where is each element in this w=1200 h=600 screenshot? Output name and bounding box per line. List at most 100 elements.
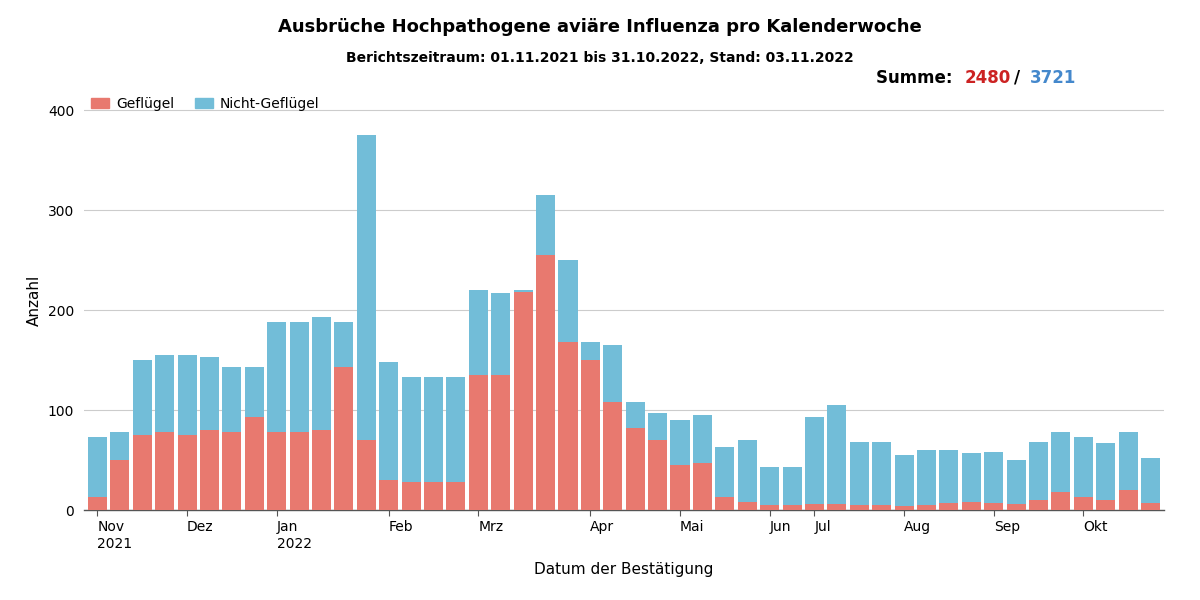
- Bar: [1097, 443, 1115, 500]
- Bar: [1074, 437, 1093, 497]
- Text: /: /: [1014, 69, 1020, 87]
- Bar: [961, 502, 980, 510]
- Bar: [894, 455, 913, 506]
- Bar: [133, 360, 151, 435]
- Bar: [88, 497, 107, 510]
- Bar: [782, 505, 802, 510]
- Bar: [625, 402, 644, 428]
- Bar: [491, 375, 510, 510]
- Bar: [222, 432, 241, 510]
- Y-axis label: Anzahl: Anzahl: [28, 274, 42, 326]
- Bar: [872, 505, 892, 510]
- Bar: [356, 135, 376, 440]
- Bar: [1118, 490, 1138, 510]
- Bar: [581, 342, 600, 360]
- Bar: [917, 505, 936, 510]
- Bar: [805, 417, 824, 504]
- Bar: [827, 504, 846, 510]
- Bar: [894, 506, 913, 510]
- Bar: [692, 463, 712, 510]
- Bar: [1074, 497, 1093, 510]
- Bar: [850, 442, 869, 505]
- Bar: [940, 450, 959, 503]
- Bar: [760, 505, 779, 510]
- Bar: [200, 430, 220, 510]
- Text: 2480: 2480: [965, 69, 1012, 87]
- Bar: [715, 497, 734, 510]
- Bar: [581, 360, 600, 510]
- Bar: [178, 355, 197, 435]
- Bar: [648, 413, 667, 440]
- Bar: [917, 450, 936, 505]
- Bar: [289, 432, 308, 510]
- Bar: [155, 355, 174, 432]
- Bar: [1030, 442, 1048, 500]
- Bar: [604, 345, 623, 402]
- Bar: [491, 293, 510, 375]
- Bar: [984, 452, 1003, 503]
- Bar: [88, 437, 107, 497]
- Bar: [402, 482, 421, 510]
- Bar: [760, 467, 779, 505]
- Bar: [850, 505, 869, 510]
- Legend: Geflügel, Nicht-Geflügel: Geflügel, Nicht-Geflügel: [91, 97, 319, 111]
- Text: Berichtszeitraum: 01.11.2021 bis 31.10.2022, Stand: 03.11.2022: Berichtszeitraum: 01.11.2021 bis 31.10.2…: [346, 51, 854, 65]
- Bar: [402, 377, 421, 482]
- Bar: [514, 292, 533, 510]
- Bar: [379, 480, 398, 510]
- Bar: [1007, 460, 1026, 504]
- Bar: [827, 405, 846, 504]
- Text: Summe:: Summe:: [876, 69, 959, 87]
- Bar: [268, 322, 287, 432]
- Bar: [469, 375, 488, 510]
- Bar: [155, 432, 174, 510]
- Bar: [805, 504, 824, 510]
- Bar: [715, 447, 734, 497]
- Bar: [110, 460, 130, 510]
- Bar: [1118, 432, 1138, 490]
- Bar: [1141, 458, 1160, 503]
- Bar: [222, 367, 241, 432]
- Bar: [1030, 500, 1048, 510]
- Bar: [872, 442, 892, 505]
- Bar: [671, 465, 690, 510]
- Bar: [940, 503, 959, 510]
- Bar: [558, 342, 577, 510]
- Bar: [738, 440, 757, 502]
- Bar: [558, 260, 577, 342]
- Bar: [648, 440, 667, 510]
- Bar: [782, 467, 802, 505]
- Bar: [738, 502, 757, 510]
- Bar: [625, 428, 644, 510]
- Bar: [1051, 492, 1070, 510]
- Bar: [514, 290, 533, 292]
- Bar: [536, 255, 556, 510]
- Bar: [469, 290, 488, 375]
- Bar: [1141, 503, 1160, 510]
- Bar: [356, 440, 376, 510]
- Bar: [335, 322, 354, 367]
- Text: 3721: 3721: [1030, 69, 1076, 87]
- Bar: [1051, 432, 1070, 492]
- Bar: [335, 367, 354, 510]
- Bar: [245, 367, 264, 417]
- Bar: [984, 503, 1003, 510]
- Bar: [289, 322, 308, 432]
- Bar: [312, 430, 331, 510]
- Bar: [178, 435, 197, 510]
- Bar: [200, 357, 220, 430]
- Bar: [379, 362, 398, 480]
- Bar: [268, 432, 287, 510]
- Bar: [692, 415, 712, 463]
- Bar: [312, 317, 331, 430]
- Bar: [245, 417, 264, 510]
- Bar: [424, 377, 443, 482]
- Bar: [536, 195, 556, 255]
- Bar: [604, 402, 623, 510]
- Bar: [424, 482, 443, 510]
- Bar: [110, 432, 130, 460]
- Bar: [446, 482, 466, 510]
- X-axis label: Datum der Bestätigung: Datum der Bestätigung: [534, 562, 714, 577]
- Bar: [1007, 504, 1026, 510]
- Bar: [961, 453, 980, 502]
